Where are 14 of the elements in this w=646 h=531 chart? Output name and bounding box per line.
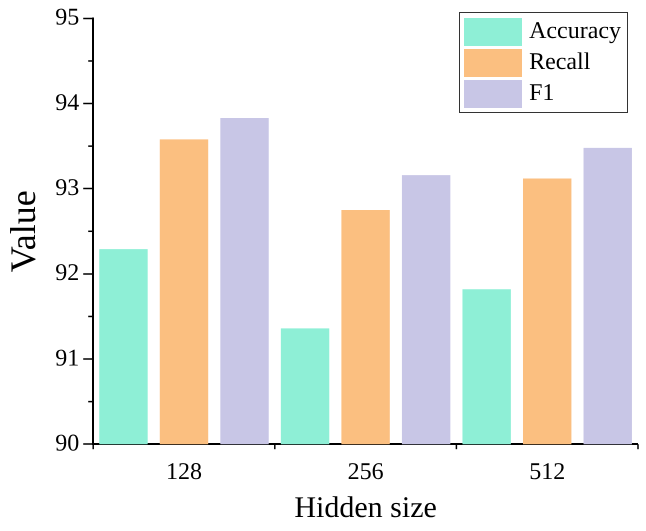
legend-label: Recall	[529, 48, 590, 77]
y-tick-label: 95	[55, 4, 80, 31]
y-tick-label: 93	[55, 175, 80, 202]
y-tick-label: 90	[55, 430, 80, 456]
y-tick-label: 92	[55, 260, 80, 286]
y-axis-title: Value	[3, 190, 44, 272]
y-tick-label: 91	[55, 345, 80, 372]
legend-label: Accuracy	[529, 17, 621, 46]
x-tick-label: 256	[348, 458, 384, 485]
x-tick-label: 512	[529, 458, 566, 485]
x-axis-title: Hidden size	[294, 490, 437, 524]
x-tick-label: 128	[166, 458, 202, 485]
y-tick-label: 94	[55, 90, 80, 116]
legend-label: F1	[529, 79, 554, 108]
